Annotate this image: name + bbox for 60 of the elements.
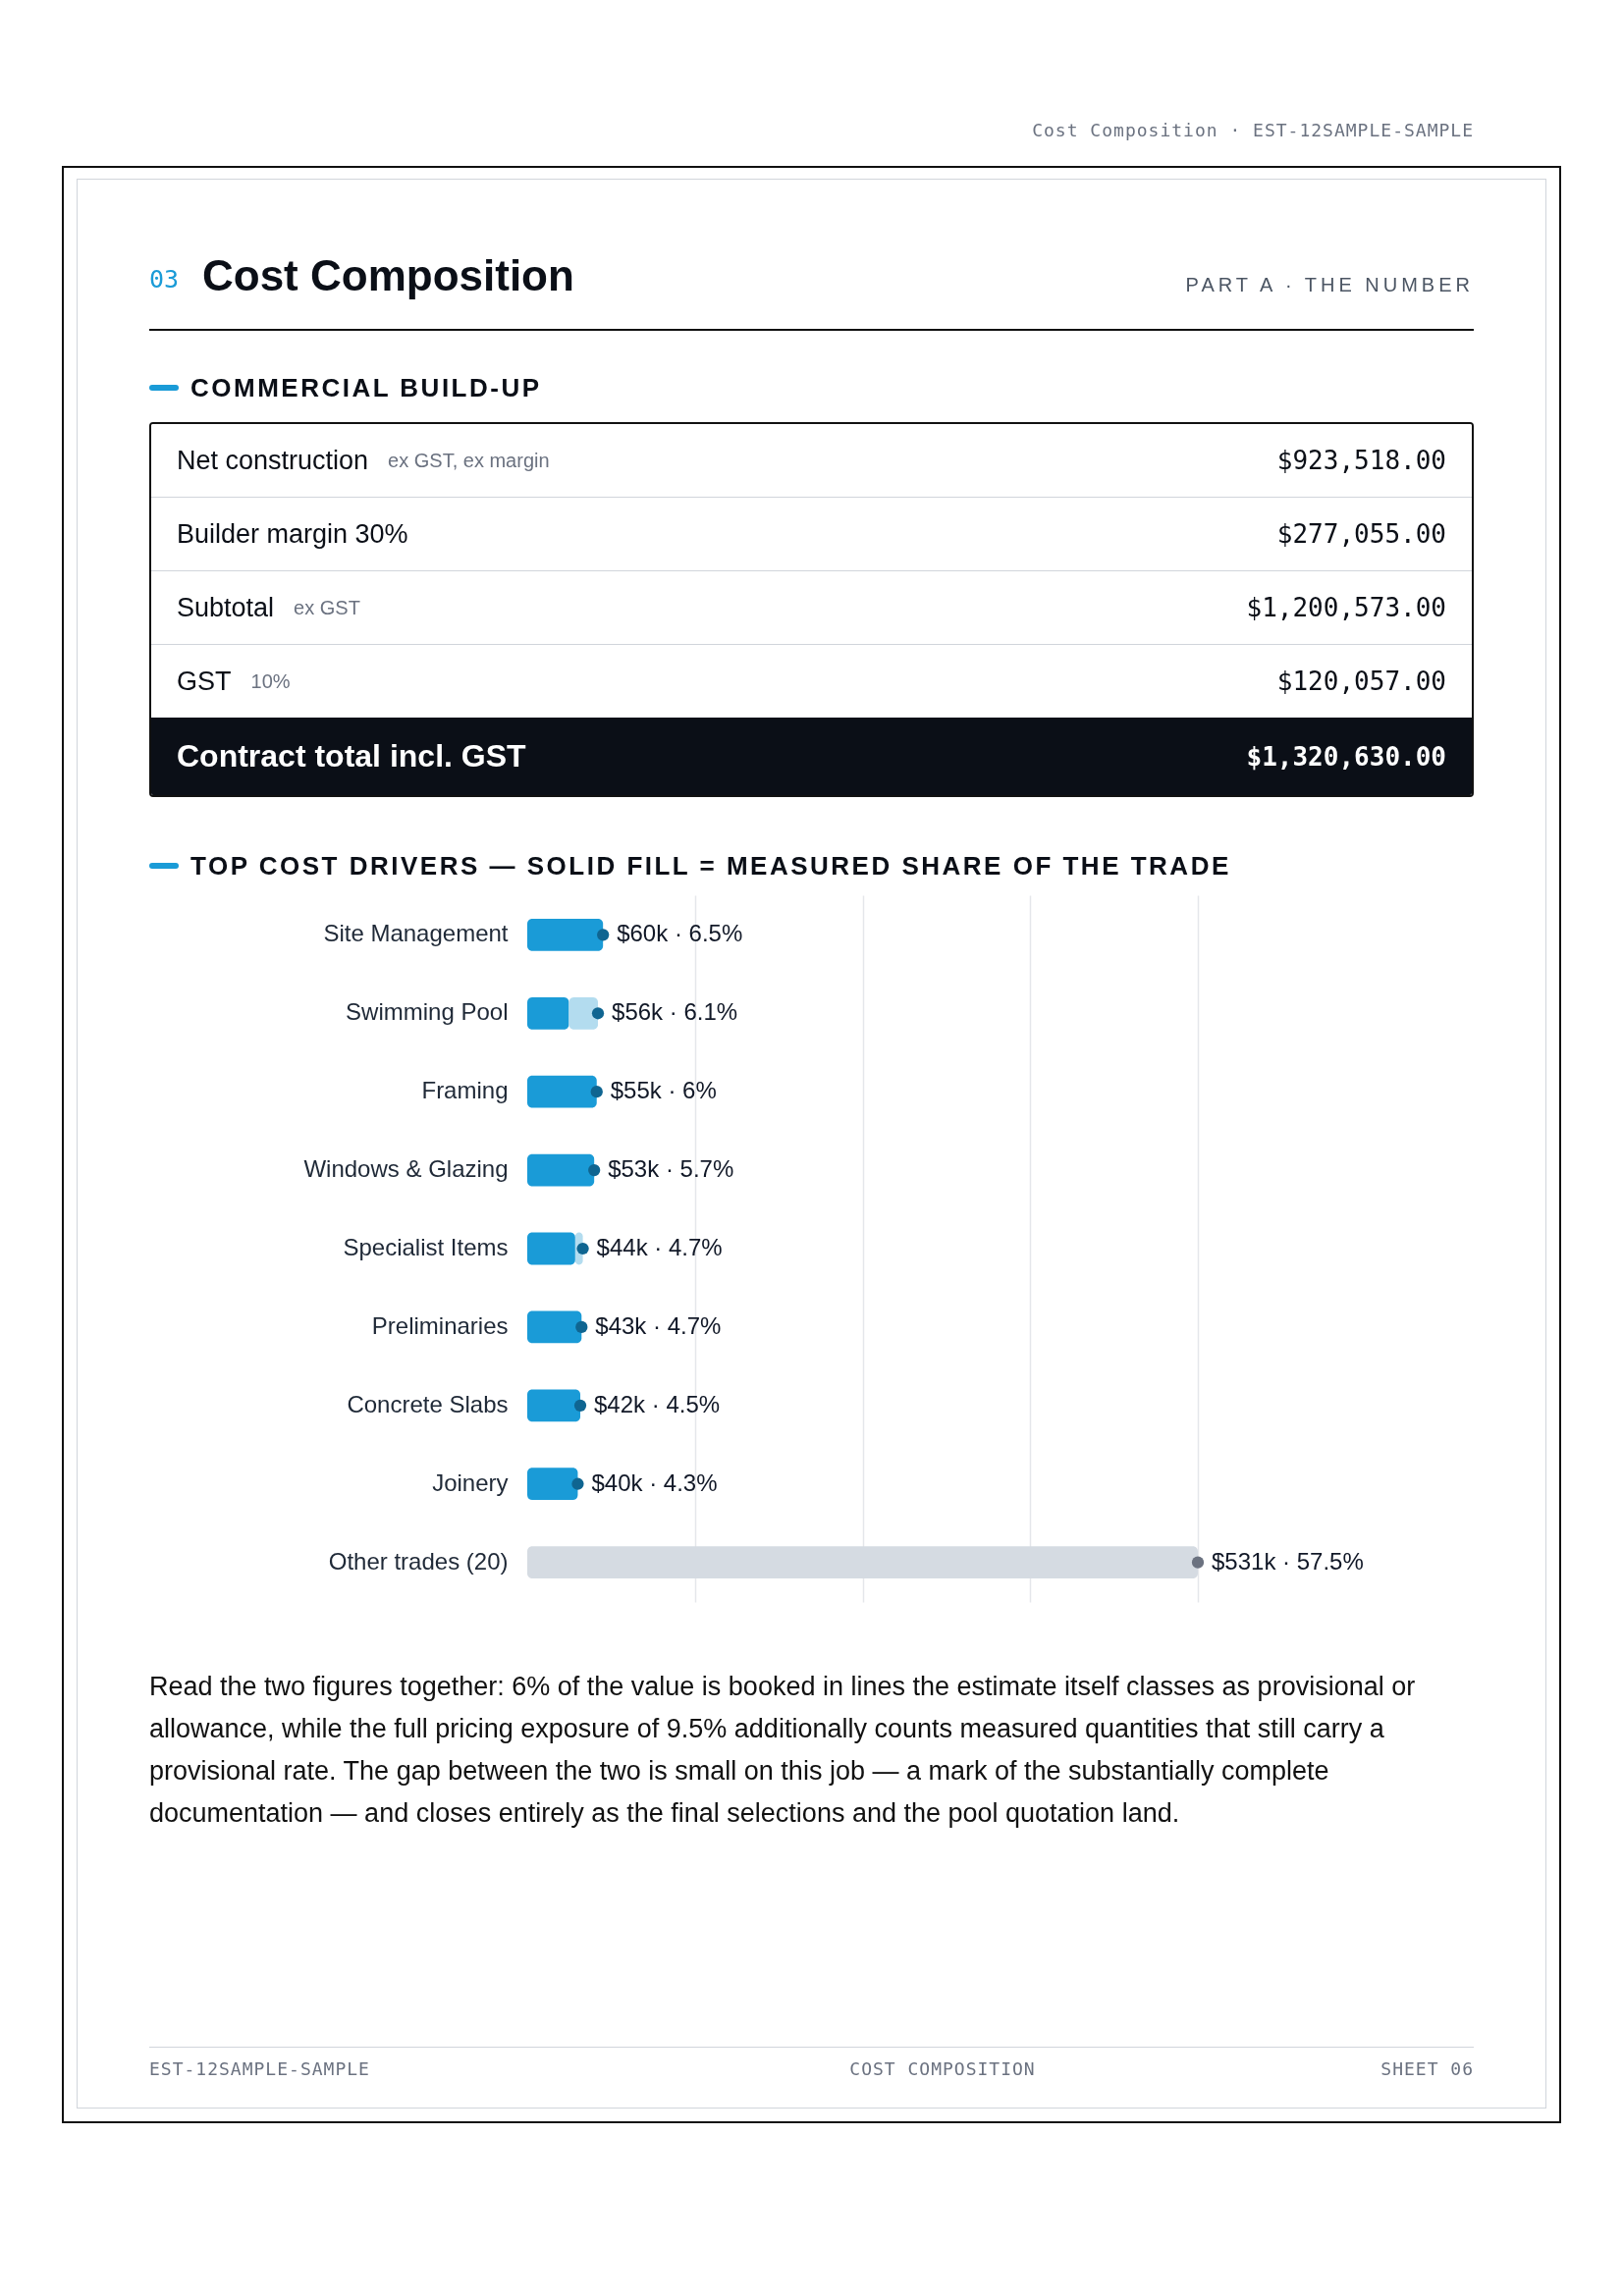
y-tick-label: Other trades (20) <box>328 1547 509 1575</box>
text: PART A · THE NUMBER <box>1185 274 1474 296</box>
y-tick-label: Swimming Pool <box>346 998 509 1026</box>
text: 10% <box>250 669 291 693</box>
bar <box>568 996 599 1030</box>
text: SHEET 06 <box>1380 2058 1474 2079</box>
data-label: $56k · 6.1% <box>612 998 738 1026</box>
text: $120,057.00 <box>1276 667 1446 696</box>
y-tick-label: Windows & Glazing <box>303 1155 509 1183</box>
chart-title: TOP COST DRIVERS — SOLID FILL = MEASURED SHARE OF THE TRADE <box>190 851 1231 881</box>
data-label: $43k · 4.7% <box>595 1311 722 1339</box>
text: COMMERCIAL BUILD-UP <box>190 373 542 403</box>
text: Subtotal <box>177 592 275 623</box>
text: ex GST, ex margin <box>388 449 550 472</box>
y-tick-label: Specialist Items <box>343 1234 509 1260</box>
text: $277,055.00 <box>1276 519 1446 549</box>
text: Cost Composition <box>202 251 574 300</box>
y-tick-label: Preliminaries <box>371 1311 509 1339</box>
bar <box>527 1075 597 1108</box>
text: Cost Composition · EST-12SAMPLE-SAMPLE <box>1032 120 1474 140</box>
data-label: $44k · 4.7% <box>596 1234 723 1260</box>
y-tick-label: Joinery <box>432 1468 509 1496</box>
point <box>576 1242 589 1255</box>
point <box>575 1320 588 1334</box>
point <box>588 1163 601 1177</box>
text: EST-12SAMPLE-SAMPLE <box>149 2058 370 2079</box>
point <box>597 929 610 941</box>
text: Builder margin 30% <box>177 518 408 550</box>
point <box>573 1399 587 1412</box>
point <box>1191 1556 1205 1569</box>
point <box>590 1086 603 1098</box>
text: $923,518.00 <box>1276 446 1446 475</box>
y-tick-label: Framing <box>421 1077 509 1104</box>
bar <box>527 1310 582 1344</box>
point <box>591 1007 605 1020</box>
data-label: $55k · 6% <box>610 1077 717 1104</box>
data-label: $53k · 5.7% <box>608 1155 734 1183</box>
bar <box>527 1468 578 1501</box>
bar <box>527 1153 595 1187</box>
text: Net construction <box>177 445 369 476</box>
y-tick-label: Concrete Slabs <box>347 1390 509 1417</box>
text: Read the two figures together: 6% of the value is booked in lines the estimate itself classes as provisional or allowance, while the full pricing exposure of 9.5% additionally counts measured quantities that still carry a provisional rate. The gap between the two is small on this job — a mark of the substantially complete documentation — and closes entirely as the final selections and the pool quotation land. <box>149 1671 1417 1830</box>
bar <box>527 918 604 951</box>
text: ex GST <box>294 596 360 619</box>
text: 03 <box>149 265 180 294</box>
y-tick-label: Site Management <box>323 920 509 947</box>
bar <box>527 1389 581 1422</box>
data-label: $60k · 6.5% <box>617 920 743 947</box>
bar <box>527 1232 575 1265</box>
text: COST COMPOSITION <box>848 2058 1037 2079</box>
bar <box>527 996 569 1030</box>
data-label: $42k · 4.5% <box>594 1390 721 1417</box>
text: Contract total incl. GST <box>177 738 526 774</box>
data-label: $531k · 57.5% <box>1212 1547 1364 1575</box>
text: GST <box>177 666 232 697</box>
bar <box>527 1546 1198 1579</box>
text: $1,320,630.00 <box>1246 741 1446 772</box>
text: $1,200,573.00 <box>1246 593 1446 622</box>
data-label: $40k · 4.3% <box>591 1468 718 1496</box>
point <box>571 1477 584 1490</box>
